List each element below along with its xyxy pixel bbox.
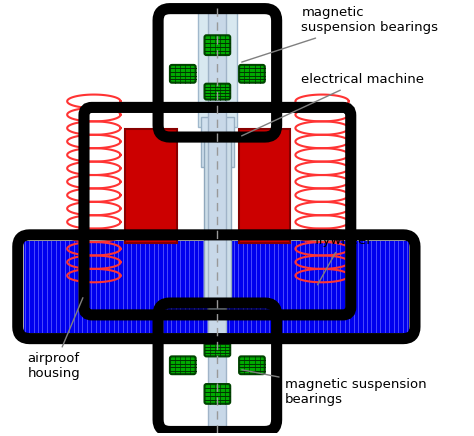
Bar	[239, 129, 291, 243]
Bar	[203, 132, 231, 305]
FancyBboxPatch shape	[170, 65, 196, 83]
Bar	[126, 129, 177, 243]
FancyBboxPatch shape	[158, 303, 277, 432]
FancyBboxPatch shape	[204, 384, 230, 404]
Bar	[24, 241, 409, 333]
FancyBboxPatch shape	[239, 65, 265, 83]
FancyBboxPatch shape	[84, 107, 351, 315]
Text: magnetic suspension
bearings: magnetic suspension bearings	[242, 370, 426, 406]
FancyBboxPatch shape	[170, 356, 196, 374]
Bar	[198, 10, 237, 127]
FancyBboxPatch shape	[239, 356, 265, 374]
Bar	[201, 117, 234, 167]
Bar	[209, 7, 226, 432]
Text: electrical machine: electrical machine	[242, 73, 424, 136]
FancyBboxPatch shape	[204, 35, 230, 55]
FancyBboxPatch shape	[204, 84, 230, 99]
Text: magnetic
suspension bearings: magnetic suspension bearings	[242, 7, 438, 62]
FancyBboxPatch shape	[204, 341, 230, 356]
Text: flywheel: flywheel	[314, 234, 370, 285]
FancyBboxPatch shape	[158, 9, 277, 137]
FancyBboxPatch shape	[18, 235, 415, 339]
Text: airproof
housing: airproof housing	[27, 298, 83, 380]
